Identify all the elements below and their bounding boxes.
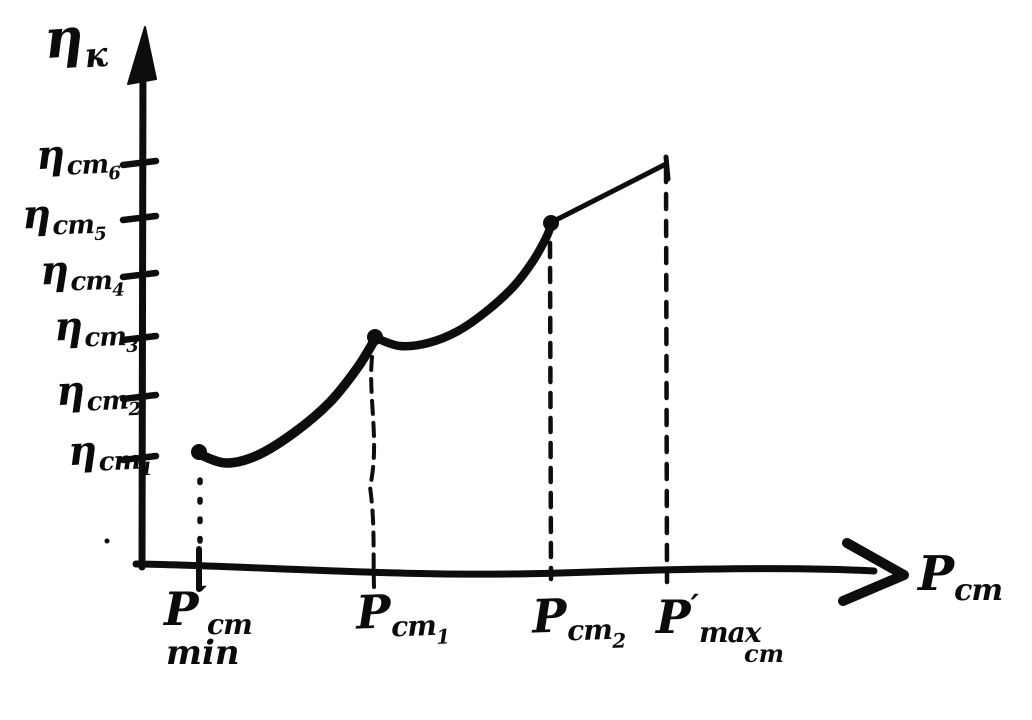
efficiency-curve-segment-3	[549, 161, 669, 225]
label-index: 6	[107, 162, 122, 185]
y-tick-label-eta-st2: ηст2	[54, 366, 142, 421]
label-index: 1	[139, 458, 154, 481]
label-base: P	[531, 588, 568, 644]
label-sub: ст	[97, 445, 141, 478]
label-line2: ст	[744, 639, 785, 668]
y-axis-tick-mark	[119, 391, 160, 403]
label-sub: ст	[65, 149, 109, 182]
label-sub: ст	[69, 265, 113, 298]
y-axis-tick-mark	[119, 452, 160, 464]
label-prime: ′	[198, 579, 208, 617]
y-axis-line	[138, 48, 147, 571]
y-axis-arrowhead	[127, 26, 157, 85]
label-sub: max	[699, 616, 761, 649]
label-base: η	[21, 190, 52, 239]
label-base: η	[53, 302, 84, 351]
dashed-guide-pst2	[547, 240, 554, 582]
label-base: η	[39, 246, 70, 295]
x-axis-arrowhead	[838, 538, 909, 606]
x-tick-label-pmax-st: P′max ст	[656, 590, 785, 668]
y-axis-title-symbol: η	[41, 4, 86, 72]
x-axis-title: Pст	[918, 550, 1003, 606]
label-sub: ст	[207, 608, 253, 641]
label-index: 2	[127, 398, 142, 421]
label-base: η	[54, 366, 87, 416]
y-axis-title-subscript: к	[83, 34, 109, 77]
y-axis-tick-mark	[119, 332, 160, 344]
label-index: 3	[125, 335, 140, 357]
label-line1: P′ст	[164, 582, 253, 639]
y-axis-tick-mark	[119, 157, 160, 169]
y-axis-tick-mark	[119, 212, 160, 224]
data-point-dot	[543, 215, 559, 231]
label-line2: min	[166, 633, 240, 673]
label-line1: Pст1	[355, 584, 450, 648]
x-axis-line	[132, 560, 878, 578]
dashed-guide-pmax	[663, 164, 670, 585]
label-line1: Pст2	[531, 588, 626, 652]
efficiency-curve-segment-1	[194, 336, 379, 468]
label-base: P	[164, 582, 199, 636]
y-tick-label-eta-st4: ηст4	[39, 246, 125, 300]
x-axis-title-subscript: ст	[954, 573, 1003, 608]
y-tick-label-eta-st6: ηст6	[34, 130, 122, 185]
label-sub: ст	[51, 209, 95, 242]
x-tick-label-pst2: Pст2	[531, 588, 626, 652]
data-point-dot	[367, 329, 383, 345]
label-sub: ст	[566, 612, 613, 648]
x-axis-title-symbol: P	[918, 546, 955, 602]
label-base: η	[34, 130, 67, 180]
label-index: 1	[435, 624, 451, 649]
label-base: P	[355, 584, 392, 640]
x-tick-label-pst1: Pст1	[355, 584, 450, 648]
y-axis-title: ηк	[42, 5, 109, 77]
label-sub: ст	[390, 608, 437, 644]
y-tick-label-eta-st3: ηст3	[53, 302, 139, 356]
y-tick-label-eta-st5: ηст5	[21, 190, 107, 244]
label-base: P	[656, 590, 691, 644]
label-line1: P′max	[656, 590, 784, 647]
label-sub: ст	[83, 321, 127, 354]
y-axis-tick-mark	[119, 269, 160, 281]
label-index: 4	[111, 279, 126, 301]
label-index: 5	[93, 223, 108, 245]
dashed-guide-pst1	[368, 355, 377, 589]
curve-end-tick	[663, 154, 671, 182]
label-index: 2	[611, 628, 627, 653]
data-point-dot	[191, 444, 207, 460]
y-tick-label-eta-st1: ηст1	[66, 426, 154, 481]
ink-speck	[104, 538, 110, 544]
label-prime: ′	[690, 587, 700, 625]
x-tick-label-pst-min: P′ст min	[164, 582, 253, 673]
label-sub: ст	[85, 385, 129, 418]
label-base: η	[66, 426, 99, 476]
efficiency-curve-segment-2	[371, 220, 556, 351]
